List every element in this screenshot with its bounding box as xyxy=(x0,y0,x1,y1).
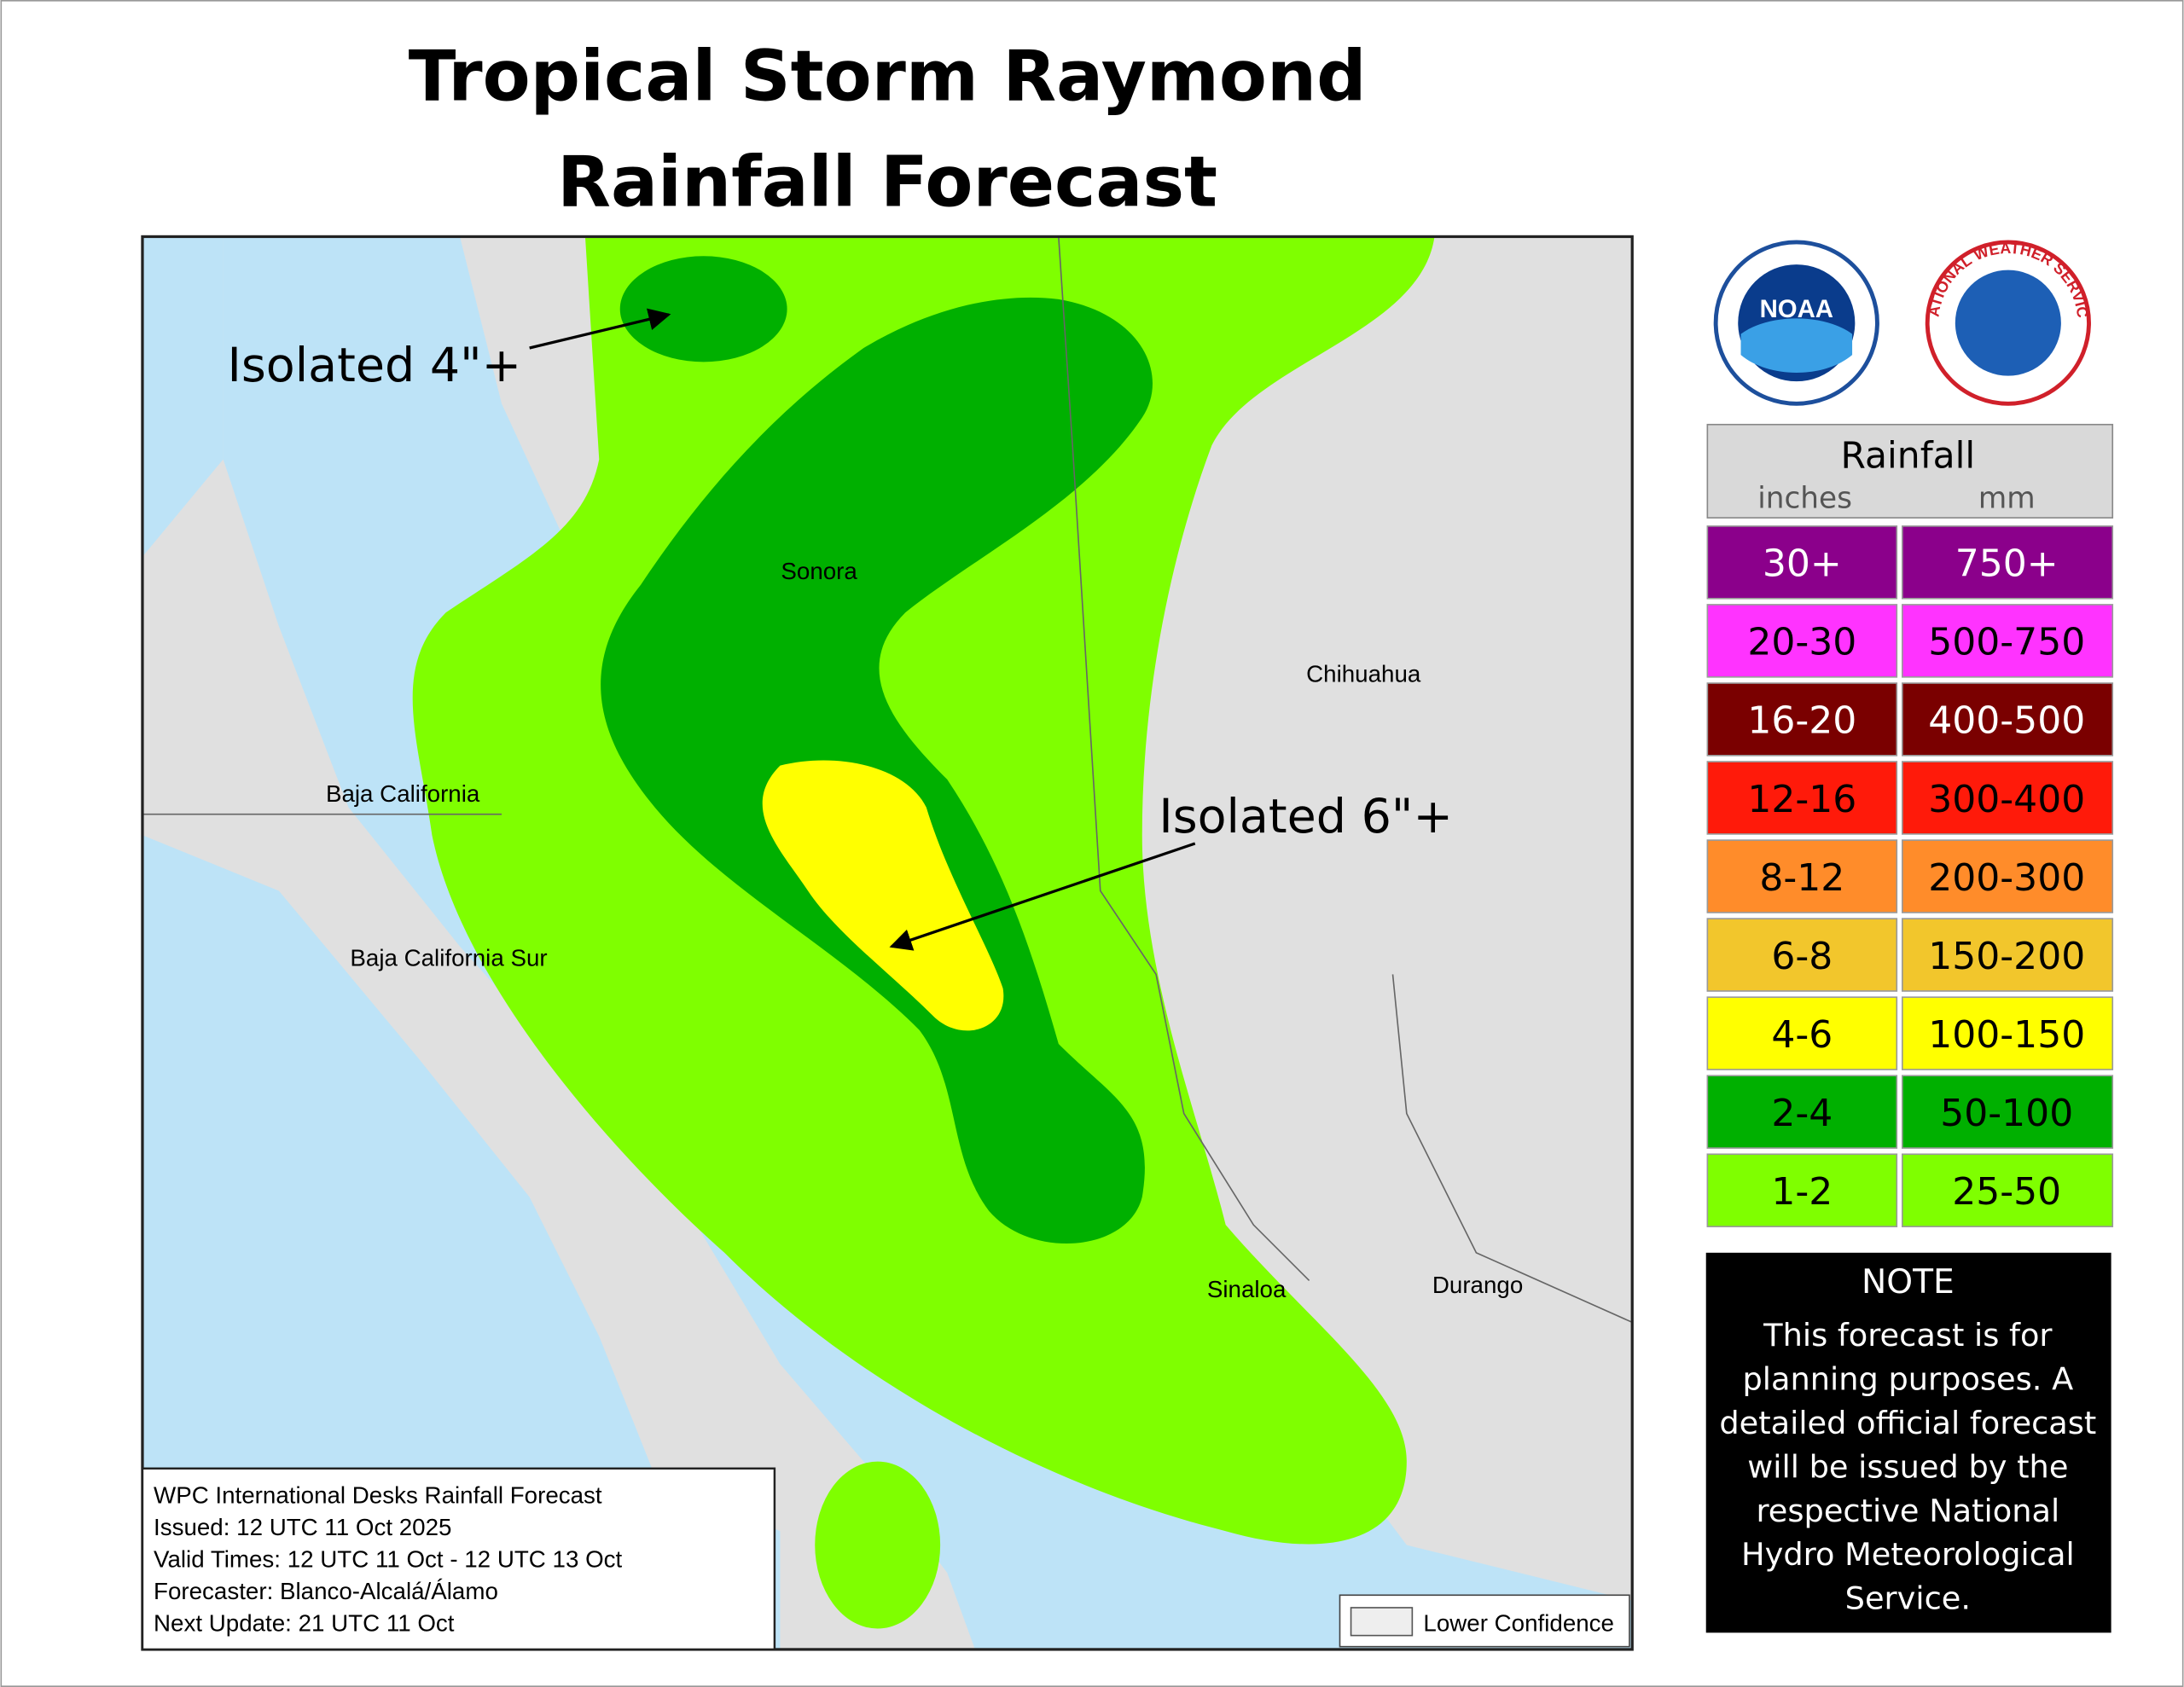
legend-swatch xyxy=(1706,761,1898,835)
legend-swatch xyxy=(1902,682,2114,757)
region-label: Baja California xyxy=(326,780,480,807)
note-line: detailed official forecast xyxy=(1719,1405,2096,1441)
legend-unit: mm xyxy=(1978,482,2036,516)
legend-swatch xyxy=(1706,604,1898,678)
info-line: Valid Times: 12 UTC 11 Oct - 12 UTC 13 O… xyxy=(154,1546,622,1573)
legend-swatch xyxy=(1902,918,2114,992)
legend-mm: 400-500 xyxy=(1928,699,2085,743)
legend-mm: 150-200 xyxy=(1928,935,2085,978)
legend-swatch xyxy=(1902,1153,2114,1227)
legend-swatch xyxy=(1902,839,2114,913)
rain-1-2 xyxy=(815,1461,941,1629)
map: Sonora Chihuahua Baja California Baja Ca… xyxy=(141,235,1634,1651)
legend-header xyxy=(1706,423,2114,519)
legend-swatch xyxy=(1902,525,2114,600)
region-label: Durango xyxy=(1432,1272,1523,1298)
note-title: NOTE xyxy=(1862,1263,1955,1301)
region-label: Baja California Sur xyxy=(350,945,547,971)
legend-mm: 200-300 xyxy=(1928,856,2085,900)
note-line: This forecast is for xyxy=(1763,1317,2053,1354)
note: NOTE This forecast is for planning purpos… xyxy=(1705,1252,2111,1633)
annotation-arrow xyxy=(529,308,671,350)
legend-inches: 4-6 xyxy=(1771,1013,1833,1057)
annotation: Isolated 4"+ xyxy=(228,339,522,393)
legend-inches: 1-2 xyxy=(1771,1170,1833,1214)
annotation: Isolated 6"+ xyxy=(1159,790,1453,844)
legend-mm: 500-750 xyxy=(1928,621,2085,664)
region-label: Chihuahua xyxy=(1306,661,1421,687)
note-line: respective National xyxy=(1757,1493,2060,1529)
rain-2-4 xyxy=(619,256,787,362)
legend-unit: inches xyxy=(1757,482,1852,516)
legend-swatch xyxy=(1706,918,1898,992)
region-label: Sonora xyxy=(781,558,857,584)
legend-swatch xyxy=(1706,996,1898,1070)
legend-mm: 300-400 xyxy=(1928,778,2085,821)
legend-inches: 12-16 xyxy=(1747,778,1856,821)
border xyxy=(1058,236,1310,1282)
legend-swatch xyxy=(1902,996,2114,1070)
legend-mm: 100-150 xyxy=(1928,1013,2085,1057)
border xyxy=(1391,974,1633,1324)
info-line: Next Update: 21 UTC 11 Oct xyxy=(154,1610,455,1637)
legend-swatch xyxy=(1902,1075,2114,1149)
info-line: WPC International Desks Rainfall Forecas… xyxy=(154,1482,602,1509)
legend-swatch xyxy=(1706,682,1898,757)
legend-swatch xyxy=(1902,604,2114,678)
info-line: Issued: 12 UTC 11 Oct 2025 xyxy=(154,1514,451,1540)
legend-swatch xyxy=(1706,1153,1898,1227)
legend-title: Rainfall xyxy=(1841,435,1976,477)
info-box xyxy=(141,1467,776,1651)
map-body xyxy=(142,236,1633,1649)
confidence-label: Lower Confidence xyxy=(1423,1610,1614,1637)
legend-swatch xyxy=(1706,839,1898,913)
annotation-arrow xyxy=(889,842,1196,951)
legend-inches: 30+ xyxy=(1763,542,1842,586)
title: Rainfall Forecast xyxy=(557,142,1217,223)
info-lines: WPC International Desks Rainfall Forecas… xyxy=(154,1482,622,1637)
legend: Rainfall inches mm 30+ 750+ 20-30 500-750 16… xyxy=(1706,423,2114,1227)
title: Tropical Storm Raymond xyxy=(409,37,1367,118)
note-box xyxy=(1705,1252,2111,1633)
legend-inches: 16-20 xyxy=(1747,699,1856,743)
legend-mm: 25-50 xyxy=(1952,1170,2061,1214)
legend-inches: 2-4 xyxy=(1771,1092,1833,1135)
legend-mm: 50-100 xyxy=(1940,1092,2073,1135)
note-line: Service. xyxy=(1845,1580,1971,1617)
confidence-swatch xyxy=(1350,1607,1414,1637)
note-line: Hydro Meteorological xyxy=(1741,1536,2075,1573)
legend-swatch xyxy=(1902,761,2114,835)
ocean xyxy=(142,835,781,1649)
noaa-wave xyxy=(1740,318,1853,373)
legend-swatch xyxy=(1706,1075,1898,1149)
map-frame xyxy=(141,235,1634,1651)
ocean xyxy=(142,236,224,557)
rain-4-6 xyxy=(762,760,1004,1031)
nws-logo-inner xyxy=(1955,270,2061,376)
info-line: Forecaster: Blanco-Alcalá/Álamo xyxy=(154,1578,498,1604)
note-line: will be issued by the xyxy=(1747,1448,2068,1485)
legend-swatch xyxy=(1706,525,1898,600)
noaa-text: NOAA xyxy=(1760,295,1833,323)
note-line: planning purposes. A xyxy=(1742,1361,2073,1398)
legend-inches: 8-12 xyxy=(1759,856,1844,900)
legend-inches: 6-8 xyxy=(1771,935,1833,978)
region-label: Sinaloa xyxy=(1207,1276,1287,1302)
legend-mm: 750+ xyxy=(1955,542,2059,586)
legend-inches: 20-30 xyxy=(1747,621,1856,664)
